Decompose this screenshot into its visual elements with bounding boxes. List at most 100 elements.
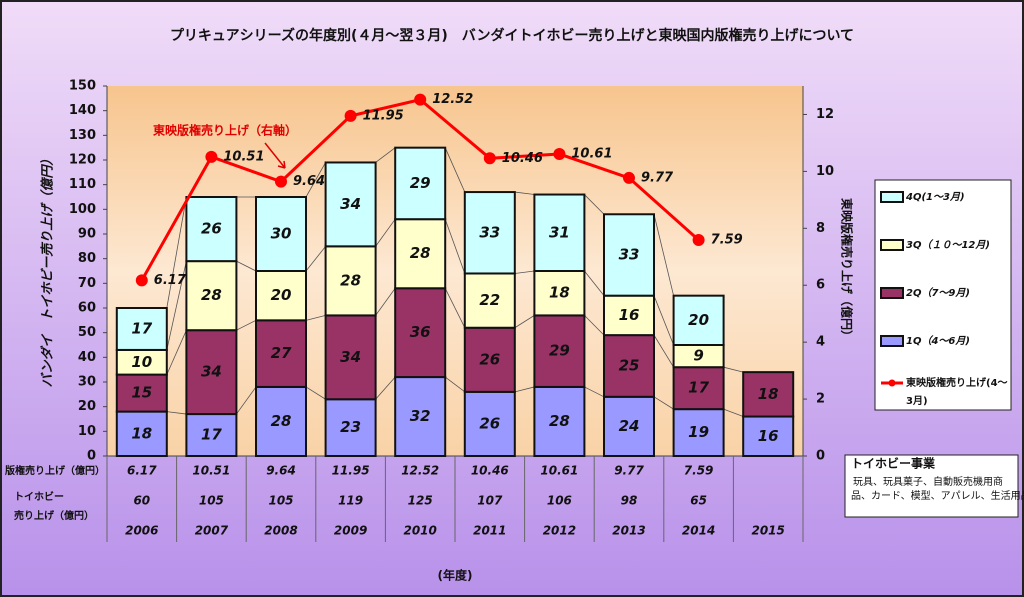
point — [483, 152, 496, 165]
y-tick-label: 150 — [69, 79, 96, 94]
point — [692, 233, 705, 246]
y2-tick-label: 8 — [816, 221, 825, 236]
x-axis-label: (年度) — [438, 568, 473, 583]
bar-segment — [324, 398, 377, 457]
y-tick-label: 110 — [69, 177, 96, 192]
connector — [444, 288, 466, 328]
table-cell: 10.61 — [540, 464, 578, 478]
bar-segment — [533, 193, 586, 273]
table-cell: 105 — [199, 494, 224, 508]
bar-segment — [324, 314, 377, 401]
y-tick-label: 50 — [78, 325, 96, 340]
y-tick-label: 100 — [69, 202, 96, 217]
value-label: 33 — [479, 223, 500, 241]
connector — [305, 386, 326, 400]
table-cell: 12.52 — [401, 464, 439, 478]
y-tick-label: 0 — [87, 449, 96, 464]
value-label: 27 — [271, 344, 292, 362]
connector — [305, 162, 326, 198]
value-label: 10.51 — [223, 149, 264, 164]
bar-segment — [742, 371, 795, 418]
value-label: 25 — [619, 356, 640, 374]
x-tick-label: 2008 — [264, 524, 297, 538]
y-tick-label: 80 — [78, 251, 96, 266]
bar-segment — [394, 376, 447, 458]
row-label: 売り上げ（億円） — [14, 509, 94, 522]
table-cell: 60 — [133, 494, 150, 508]
y2-tick-label: 0 — [816, 449, 825, 464]
annotation-arrow — [264, 142, 286, 169]
value-label: 28 — [271, 412, 292, 430]
table-cell: 65 — [690, 494, 707, 508]
value-label: 36 — [410, 323, 431, 341]
table-cell: 9.64 — [266, 464, 296, 478]
bar-segment — [533, 270, 586, 317]
bar-segment — [255, 270, 307, 322]
info-text: 品、カード、模型、アパレル、生活用品等 — [851, 489, 1024, 502]
value-label: 28 — [410, 244, 431, 262]
connector — [653, 334, 674, 368]
bar-segment — [324, 245, 377, 317]
connector — [514, 315, 535, 329]
y2-axis-label: 東映版権売り上げ（億円） — [840, 198, 855, 342]
value-label: 18 — [131, 424, 152, 442]
info-title: トイホビー事業 — [851, 456, 936, 471]
value-label: 26 — [201, 220, 222, 238]
table-cell: 11.95 — [332, 464, 370, 478]
legend-label: 東映版権売り上げ(4～ 3月) — [906, 376, 1008, 407]
value-label: 34 — [340, 348, 361, 366]
y-tick-label: 140 — [69, 103, 96, 118]
connector — [166, 261, 187, 351]
connector — [584, 194, 605, 215]
legend-label: 4Q(1～3月) — [905, 191, 965, 203]
table-cell: 7.59 — [684, 464, 714, 478]
value-label: 32 — [410, 407, 431, 425]
bar-segment — [185, 329, 238, 416]
info-text: 玩具、玩具菓子、自動販売機用商 — [853, 475, 1003, 488]
y-tick-label: 20 — [78, 399, 96, 414]
table-cell: 106 — [547, 494, 572, 508]
value-label: 23 — [340, 418, 361, 436]
y2-tick-label: 12 — [816, 107, 834, 122]
y2-tick-label: 4 — [816, 335, 825, 350]
connector — [375, 288, 396, 316]
connector — [723, 408, 744, 417]
connector — [236, 386, 257, 415]
y-tick-label: 60 — [78, 301, 96, 316]
legend-swatch — [880, 335, 904, 347]
value-label: 10.46 — [502, 151, 543, 166]
table-cell: 125 — [408, 494, 433, 508]
connector — [444, 219, 466, 274]
value-label: 28 — [549, 412, 570, 430]
point — [344, 109, 357, 122]
bar-segment — [603, 294, 655, 337]
value-label: 9.64 — [293, 174, 325, 189]
connector — [375, 147, 396, 163]
value-label: 17 — [688, 379, 709, 397]
connector — [305, 246, 326, 272]
bar-segment — [255, 196, 307, 272]
connector — [444, 147, 466, 193]
value-label: 16 — [758, 427, 779, 445]
x-tick-label: 2007 — [195, 524, 229, 538]
connector — [584, 386, 605, 398]
table-cell: 10.51 — [192, 464, 230, 478]
value-label: 9 — [693, 347, 703, 365]
y-tick-label: 90 — [78, 227, 96, 242]
value-label: 29 — [549, 342, 570, 360]
bar-segment — [324, 161, 377, 248]
value-label: 9.77 — [641, 170, 674, 185]
value-label: 17 — [131, 319, 152, 337]
value-label: 11.95 — [363, 108, 404, 123]
y2-tick-label: 2 — [816, 392, 825, 407]
row-label: 版権売り上げ（億円） — [5, 464, 105, 477]
point — [553, 148, 566, 161]
value-label: 26 — [479, 414, 500, 432]
bar-segment — [603, 213, 655, 297]
connector — [653, 295, 674, 346]
point — [414, 93, 427, 106]
y-tick-label: 30 — [78, 375, 96, 390]
value-label: 20 — [271, 286, 292, 304]
value-label: 16 — [619, 306, 640, 324]
bar-segment — [463, 390, 516, 457]
